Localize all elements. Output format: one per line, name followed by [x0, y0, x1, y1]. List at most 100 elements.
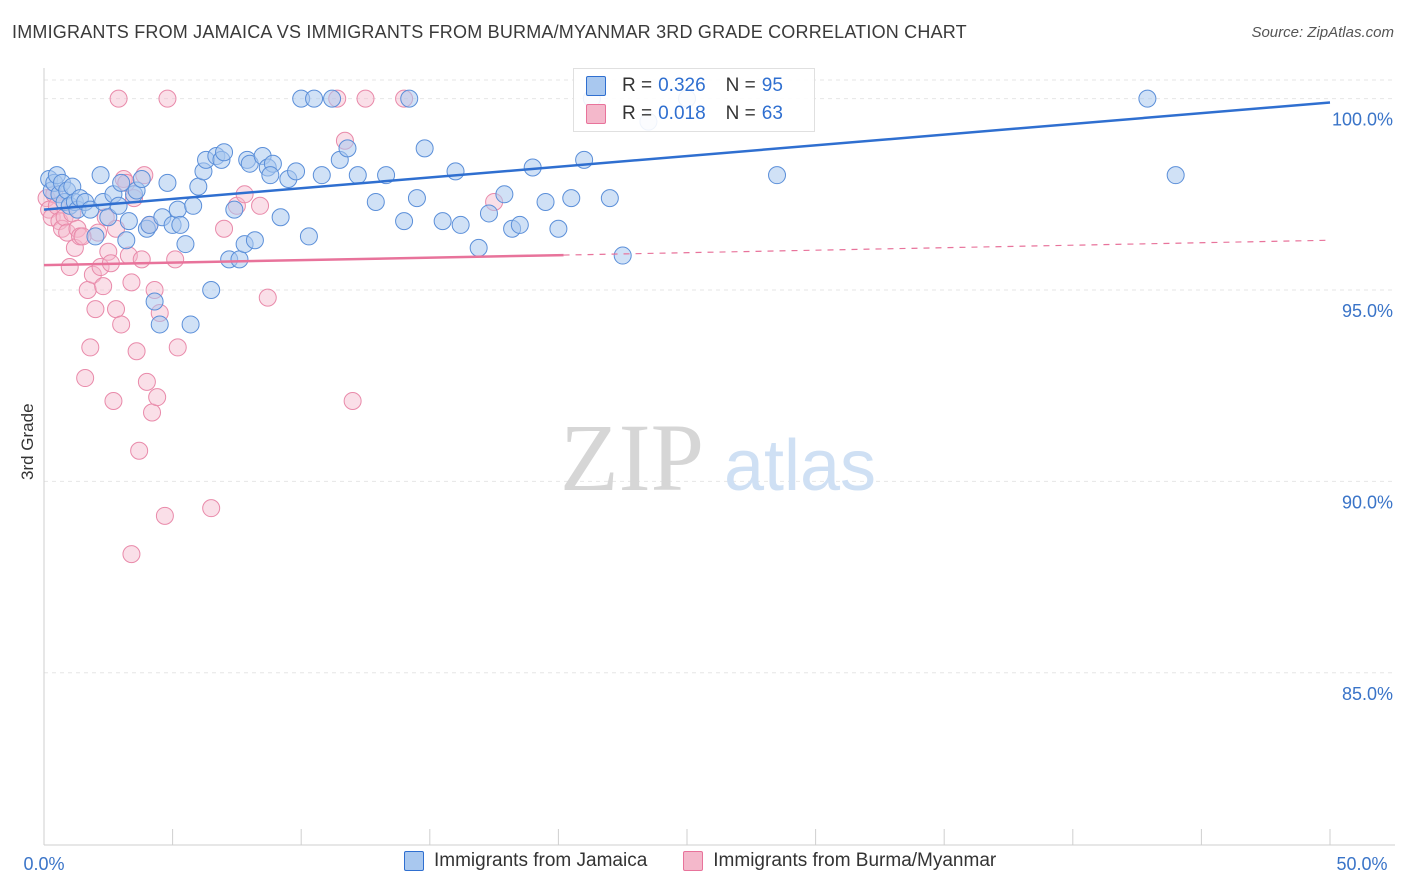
burma-point — [83, 265, 102, 284]
jamaica-point — [1166, 166, 1185, 185]
stats-r-value: 0.326 — [658, 75, 706, 96]
burma-point — [258, 288, 277, 307]
source-label: Source: ZipAtlas.com — [1251, 24, 1394, 41]
jamaica-point — [245, 231, 264, 250]
jamaica-point — [395, 212, 414, 231]
y-tick-label: 85.0% — [1342, 684, 1393, 704]
jamaica-point — [562, 189, 581, 208]
burma-point — [60, 258, 79, 277]
stats-box: R = 0.326 N = 95 R = 0.018 N = 63 — [573, 68, 815, 132]
jamaica-point — [323, 89, 342, 108]
jamaica-point — [181, 315, 200, 334]
stats-r-label: R = — [622, 103, 653, 124]
stats-r-value: 0.018 — [658, 103, 706, 124]
stats-row-jamaica: R = 0.326 N = 95 — [586, 73, 783, 99]
jamaica-point — [202, 281, 221, 299]
jamaica-point — [446, 162, 465, 181]
legend-item-burma[interactable]: Immigrants from Burma/Myanmar — [683, 850, 996, 872]
burma-trend-extension — [563, 239, 1331, 256]
jamaica-point — [145, 292, 164, 311]
chart-title: IMMIGRANTS FROM JAMAICA VS IMMIGRANTS FR… — [12, 22, 967, 42]
stats-swatch-pink — [586, 104, 606, 124]
series-jamaica-points — [40, 89, 1185, 334]
burma-point — [137, 372, 156, 391]
burma-point — [251, 196, 270, 215]
jamaica-point — [119, 212, 138, 231]
legend: Immigrants from Jamaica Immigrants from … — [404, 850, 1022, 872]
legend-swatch-blue — [404, 851, 424, 871]
stats-n-label: N = — [725, 75, 756, 96]
jamaica-point — [215, 143, 234, 162]
watermark-zip: ZIP — [560, 404, 704, 511]
jamaica-point — [176, 235, 195, 254]
y-tick-label: 90.0% — [1342, 492, 1393, 512]
burma-point — [76, 369, 95, 388]
y-axis-title: 3rd Grade — [18, 403, 37, 480]
legend-item-jamaica[interactable]: Immigrants from Jamaica — [404, 850, 647, 872]
jamaica-point — [312, 166, 331, 185]
jamaica-point — [230, 250, 249, 269]
burma-point — [158, 89, 177, 108]
jamaica-point — [158, 173, 177, 192]
jamaica-point — [171, 215, 190, 234]
stats-swatch-blue — [586, 76, 606, 96]
jamaica-point — [600, 189, 619, 208]
jamaica-point — [86, 227, 105, 246]
burma-point — [356, 89, 375, 108]
jamaica-point — [348, 166, 367, 185]
burma-point — [78, 281, 97, 299]
legend-label: Immigrants from Burma/Myanmar — [713, 850, 997, 871]
stats-n-value: 63 — [761, 103, 783, 124]
watermark-atlas: atlas — [724, 426, 876, 506]
x-tick-label: 0.0% — [23, 854, 64, 874]
jamaica-point — [112, 173, 131, 192]
burma-point — [148, 388, 167, 407]
burma-point — [166, 250, 185, 269]
jamaica-point — [549, 219, 568, 238]
jamaica-point — [168, 200, 187, 219]
burma-point — [112, 315, 131, 334]
jamaica-trend-line — [43, 101, 1331, 211]
burma-point — [143, 403, 162, 422]
jamaica-point — [495, 185, 514, 204]
burma-trend-line — [43, 253, 564, 267]
jamaica-point — [415, 139, 434, 158]
jamaica-point — [299, 227, 318, 246]
burma-point — [122, 545, 141, 564]
jamaica-point — [99, 208, 118, 227]
jamaica-point — [366, 192, 385, 211]
jamaica-point — [613, 246, 632, 265]
jamaica-point — [305, 89, 324, 108]
stats-n-value: 95 — [761, 75, 783, 96]
legend-label: Immigrants from Jamaica — [434, 850, 648, 871]
burma-point — [104, 392, 123, 410]
jamaica-point — [338, 139, 357, 158]
watermark: ZIP atlas — [560, 404, 876, 511]
burma-point — [94, 277, 113, 296]
jamaica-point — [150, 315, 169, 334]
burma-point — [86, 300, 105, 319]
jamaica-point — [768, 166, 787, 185]
jamaica-point — [225, 200, 244, 219]
jamaica-point — [109, 196, 128, 215]
jamaica-point — [407, 189, 426, 208]
legend-swatch-pink — [683, 851, 704, 871]
axes — [43, 68, 1395, 846]
tick-labels: 85.0% 90.0% 95.0% 100.0% 0.0% 50.0% — [23, 110, 1393, 874]
stats-n-label: N = — [725, 103, 756, 124]
burma-point — [168, 338, 187, 357]
burma-point — [343, 392, 362, 410]
jamaica-point — [184, 196, 203, 215]
jamaica-point — [271, 208, 290, 227]
jamaica-point — [377, 166, 396, 185]
jamaica-point — [1138, 89, 1157, 108]
jamaica-point — [91, 166, 110, 185]
jamaica-point — [536, 192, 555, 211]
y-tick-label: 95.0% — [1342, 301, 1393, 321]
stats-r-label: R = — [622, 75, 653, 96]
jamaica-point — [510, 215, 529, 234]
jamaica-point — [117, 231, 136, 250]
jamaica-point — [469, 238, 488, 257]
trend-lines — [43, 101, 1331, 267]
